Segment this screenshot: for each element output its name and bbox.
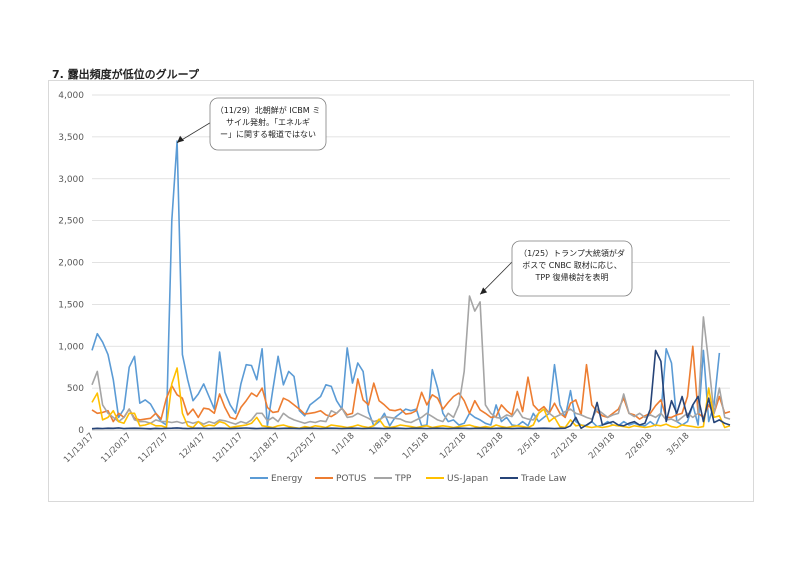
annotation-leader [479, 259, 515, 295]
annotation-box [511, 240, 633, 297]
x-tick-label: 11/20/17 [99, 431, 133, 465]
annotations: （11/29）北朝鮮が ICBM ミサイル発射。「エネルギー」に関する報道ではな… [176, 97, 633, 297]
legend-label: POTUS [336, 474, 367, 484]
y-tick-label: 0 [78, 426, 84, 436]
legend-item: Trade Law [500, 474, 566, 484]
legend-label: TPP [394, 474, 412, 484]
legend-item: US-Japan [426, 474, 488, 484]
x-tick-label: 2/5/18 [516, 431, 542, 457]
annotation-text: サイル発射。「エネルギ [226, 117, 310, 127]
x-tick-label: 3/5/18 [665, 431, 691, 457]
x-tick-label: 12/18/17 [248, 431, 282, 465]
series-line-trade-law [91, 349, 731, 430]
x-tick-label: 1/29/18 [475, 431, 505, 461]
x-tick-label: 2/26/18 [624, 431, 654, 461]
x-tick-label: 12/25/17 [285, 431, 319, 465]
annotation-text: （11/29）北朝鮮が ICBM ミ [216, 105, 320, 115]
annotation-text: （1/25）トランプ大統領がダ [519, 248, 625, 258]
annotation-text: ー」に関する報道ではない [220, 129, 316, 139]
y-tick-label: 500 [67, 384, 84, 394]
page-title: 7. 露出頻度が低位のグループ [52, 68, 200, 81]
y-tick-label: 3,000 [58, 175, 84, 185]
y-tick-label: 1,500 [58, 300, 84, 310]
annotation-arrowhead [480, 287, 488, 295]
legend-item: POTUS [315, 474, 367, 484]
annotation-arrowhead [177, 135, 185, 143]
annotation-text: TPP 復帰検討を表明 [534, 272, 608, 282]
annotation-box [209, 97, 327, 151]
x-tick-label: 1/22/18 [438, 431, 468, 461]
legend-label: US-Japan [447, 474, 488, 484]
y-axis-ticks: 0 500 1,000 1,500 2,000 2,500 3,000 3,500 4,000 [58, 91, 84, 436]
series-line-potus [91, 345, 731, 423]
annotation-callout: （11/29）北朝鮮が ICBM ミサイル発射。「エネルギー」に関する報道ではな… [176, 97, 327, 151]
annotation-text: ボスで CNBC 取材に応じ、 [522, 260, 622, 270]
x-tick-label: 12/4/17 [178, 431, 208, 461]
y-tick-label: 2,000 [58, 259, 84, 269]
legend-label: Energy [271, 474, 303, 484]
y-tick-label: 1,000 [58, 342, 84, 352]
series-line-tpp [91, 295, 731, 425]
series-line-us-japan [91, 367, 731, 430]
x-tick-label: 11/27/17 [136, 431, 170, 465]
legend: Energy POTUS TPP US-Japan Trade Law [250, 474, 566, 484]
x-tick-label: 2/19/18 [587, 431, 617, 461]
x-tick-label: 1/15/18 [401, 431, 431, 461]
legend-item: Energy [250, 474, 303, 484]
x-tick-label: 1/1/18 [330, 431, 356, 457]
x-axis: 11/13/17 11/20/17 11/27/17 12/4/17 12/11/17 1… [62, 429, 730, 465]
y-tick-label: 2,500 [58, 217, 84, 227]
series-lines [91, 140, 731, 430]
y-tick-label: 3,500 [58, 133, 84, 143]
x-tick-label: 2/12/18 [550, 431, 580, 461]
legend-item: TPP [374, 474, 412, 484]
chart-frame [48, 80, 754, 502]
x-tick-label: 1/8/18 [367, 431, 393, 457]
legend-label: Trade Law [520, 474, 566, 484]
x-tick-label: 12/11/17 [211, 431, 245, 465]
x-tick-label: 11/13/17 [62, 431, 96, 465]
y-tick-label: 4,000 [58, 91, 84, 101]
